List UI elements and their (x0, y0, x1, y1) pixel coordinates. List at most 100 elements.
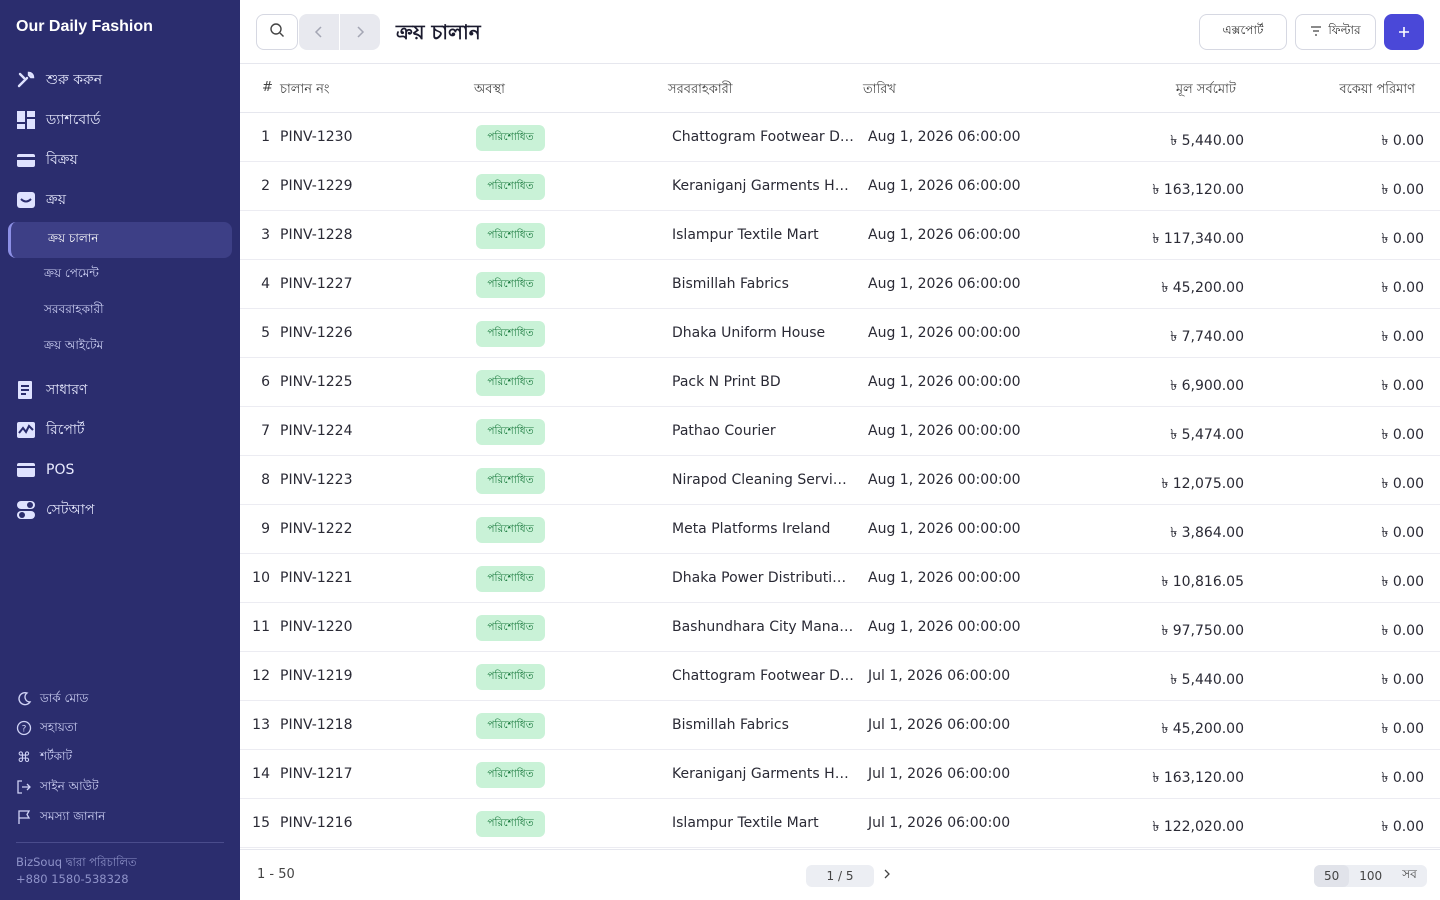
sub-item-purchase-payment[interactable]: ক্রয় পেমেন্ট (8, 257, 232, 293)
nav-label: বিক্রয় (46, 152, 78, 168)
grand-total: ৳ 163,120.00 (1152, 182, 1244, 198)
table-row[interactable]: 9 PINV-1222 পরিশোধিত Meta Platforms Ireland… (240, 505, 1440, 554)
sub-item-purchase-invoice[interactable]: ক্রয় চালান (8, 222, 232, 258)
report-issue-link[interactable]: সমস্যা জানান (16, 807, 105, 829)
outstanding-amount: ৳ 0.00 (1381, 574, 1424, 590)
supplier-name: Chattogram Footwear De... (672, 129, 854, 145)
row-number: 6 (261, 374, 270, 390)
invoice-date: Aug 1, 2026 00:00:00 (868, 374, 1021, 390)
logout-icon (16, 779, 32, 798)
invoice-date: Aug 1, 2026 06:00:00 (868, 276, 1021, 292)
invoice-date: Aug 1, 2026 06:00:00 (868, 178, 1021, 194)
column-header[interactable]: সরবরাহকারী (668, 82, 733, 97)
invoice-date: Aug 1, 2026 00:00:00 (868, 325, 1021, 341)
invoice-number: PINV-1227 (280, 276, 353, 292)
supplier-name: Islampur Textile Mart (672, 227, 819, 243)
forward-button[interactable] (340, 14, 380, 50)
bottom-label: সমস্যা জানান (40, 809, 106, 823)
pagination-bar: 1 - 50 1 / 5 50 100 সব (240, 849, 1440, 900)
chevron-right-icon (355, 23, 365, 42)
sidebar-divider (16, 842, 224, 843)
table-row[interactable]: 5 PINV-1226 পরিশোধিত Dhaka Uniform House Aug… (240, 309, 1440, 358)
nav-item-pos[interactable]: POS (16, 454, 232, 486)
ledger-icon (16, 380, 36, 400)
contact-phone: +880 1580-538328 (16, 872, 129, 886)
supplier-name: Meta Platforms Ireland (672, 521, 831, 537)
filter-button[interactable]: ফিল্টার (1295, 14, 1376, 50)
supplier-name: Dhaka Uniform House (672, 325, 826, 341)
table-row[interactable]: 12 PINV-1219 পরিশোধিত Chattogram Footwear D… (240, 652, 1440, 701)
table-row[interactable]: 2 PINV-1229 পরিশোধিত Keraniganj Garments Ho… (240, 162, 1440, 211)
page-size-100[interactable]: 100 (1359, 869, 1383, 883)
search-button[interactable] (256, 14, 298, 50)
nav-item-dashboard[interactable]: ড্যাশবোর্ড (16, 104, 232, 136)
row-number: 5 (261, 325, 270, 341)
column-header[interactable]: অবস্থা (474, 82, 505, 97)
nav-item-get-started[interactable]: শুরু করুন (16, 64, 232, 96)
bottom-label: শর্টকাট (40, 749, 73, 763)
sub-item-purchase-items[interactable]: ক্রয় আইটেম (8, 329, 232, 365)
invoice-number: PINV-1219 (280, 668, 353, 684)
outstanding-amount: ৳ 0.00 (1381, 329, 1424, 345)
nav-item-setup[interactable]: সেটআপ (16, 494, 232, 526)
invoice-number: PINV-1228 (280, 227, 353, 243)
nav-label: সাধারণ (46, 382, 88, 398)
invoice-number: PINV-1223 (280, 472, 353, 488)
shortcuts-link[interactable]: ⌘ শর্টকাট (16, 747, 72, 769)
nav-item-sales[interactable]: বিক্রয় (16, 144, 232, 176)
row-number: 3 (261, 227, 270, 243)
table-row[interactable]: 10 PINV-1221 পরিশোধিত Dhaka Power Distribut… (240, 554, 1440, 603)
grand-total: ৳ 163,120.00 (1152, 770, 1244, 786)
filter-label: ফিল্টার (1328, 23, 1361, 37)
export-button[interactable]: এক্সপোর্ট (1199, 14, 1287, 50)
sub-item-label: ক্রয় চালান (48, 231, 99, 245)
invoice-number: PINV-1230 (280, 129, 353, 145)
back-button[interactable] (299, 14, 339, 50)
next-page-button[interactable] (878, 865, 896, 887)
table-row[interactable]: 11 PINV-1220 পরিশোধিত Bashundhara City Mana… (240, 603, 1440, 652)
invoice-number: PINV-1225 (280, 374, 353, 390)
sign-out-link[interactable]: সাইন আউট (16, 777, 99, 799)
add-invoice-button[interactable] (1384, 14, 1424, 50)
sub-item-suppliers[interactable]: সরবরাহকারী (8, 293, 232, 329)
help-link[interactable]: ? সহায়তা (16, 718, 77, 740)
supplier-name: Bashundhara City Manag... (672, 619, 854, 635)
table-row[interactable]: 1 PINV-1230 পরিশোধিত Chattogram Footwear De… (240, 113, 1440, 162)
outstanding-amount: ৳ 0.00 (1381, 819, 1424, 835)
chevron-left-icon (314, 23, 324, 42)
row-number: 13 (252, 717, 270, 733)
powered-by: BizSouq দ্বারা পরিচালিত (16, 855, 137, 869)
dark-mode-toggle[interactable]: ডার্ক মোড (16, 689, 88, 711)
status-badge: পরিশোধিত (476, 615, 545, 641)
page-size-50[interactable]: 50 (1314, 865, 1350, 887)
table-row[interactable]: 15 PINV-1216 পরিশোধিত Islampur Textile Mart… (240, 799, 1440, 848)
table-row[interactable]: 4 PINV-1227 পরিশোধিত Bismillah Fabrics Aug 1… (240, 260, 1440, 309)
nav-label: ড্যাশবোর্ড (46, 112, 101, 128)
page-size-all[interactable]: সব (1402, 867, 1417, 881)
column-header[interactable]: তারিখ (863, 82, 896, 97)
nav-item-purchase[interactable]: ক্রয় (16, 184, 232, 216)
nav-label: শুরু করুন (46, 72, 103, 88)
column-header[interactable]: বকেয়া পরিমাণ (1339, 82, 1415, 97)
row-number: 4 (261, 276, 270, 292)
page-title: ক্রয় চালান (396, 20, 481, 44)
supplier-name: Bismillah Fabrics (672, 717, 789, 733)
page-indicator: 1 / 5 (806, 865, 874, 887)
table-row[interactable]: 13 PINV-1218 পরিশোধিত Bismillah Fabrics Jul … (240, 701, 1440, 750)
outstanding-amount: ৳ 0.00 (1381, 133, 1424, 149)
status-badge: পরিশোধিত (476, 664, 545, 690)
table-row[interactable]: 8 PINV-1223 পরিশোধিত Nirapod Cleaning Servi… (240, 456, 1440, 505)
invoice-number: PINV-1218 (280, 717, 353, 733)
status-badge: পরিশোধিত (476, 321, 545, 347)
table-row[interactable]: 3 PINV-1228 পরিশোধিত Islampur Textile Mart A… (240, 211, 1440, 260)
column-header[interactable]: মূল সর্বমোট (1175, 82, 1236, 97)
supplier-name: Pathao Courier (672, 423, 776, 439)
table-row[interactable]: 14 PINV-1217 পরিশোধিত Keraniganj Garments H… (240, 750, 1440, 799)
table-row[interactable]: 7 PINV-1224 পরিশোধিত Pathao Courier Aug 1, 2… (240, 407, 1440, 456)
nav-item-reports[interactable]: রিপোর্ট (16, 414, 232, 446)
status-badge: পরিশোধিত (476, 517, 545, 543)
table-row[interactable]: 6 PINV-1225 পরিশোধিত Pack N Print BD Aug 1, … (240, 358, 1440, 407)
column-header[interactable]: চালান নং (280, 82, 330, 97)
status-badge: পরিশোধিত (476, 811, 545, 837)
nav-item-general[interactable]: সাধারণ (16, 374, 232, 406)
